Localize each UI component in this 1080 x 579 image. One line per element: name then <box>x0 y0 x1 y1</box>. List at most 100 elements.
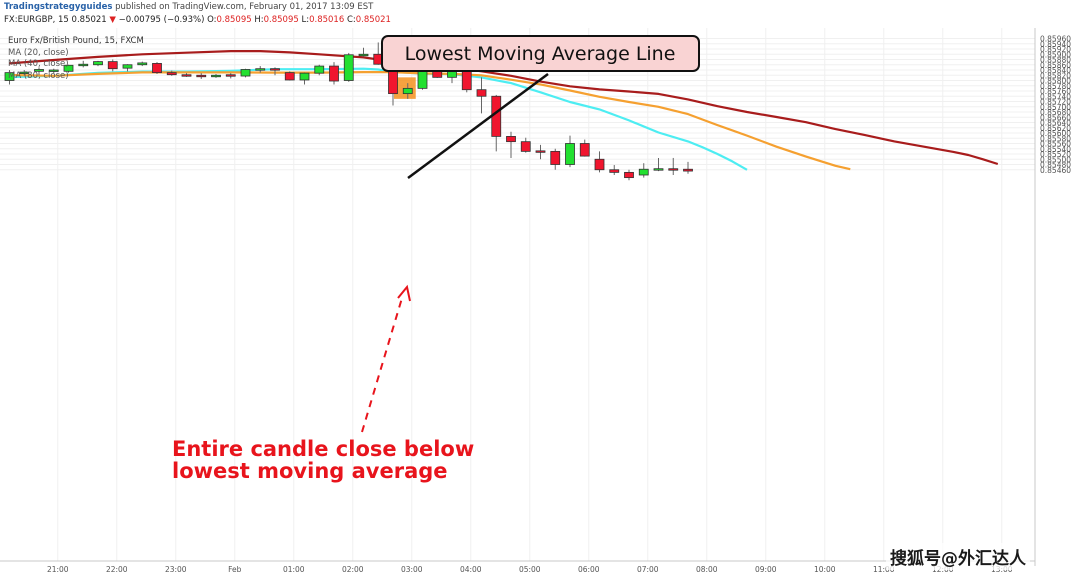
time-axis-ticks[interactable]: 21:00 22:00 23:00 Feb 01:00 02:00 03:00 04:00 05… <box>47 565 1013 574</box>
callout-pointer-line <box>407 72 549 180</box>
price-axis-ticks: 0.859600.859400.859200.859000.858800.858… <box>1040 35 1071 175</box>
candle-body-down <box>683 168 693 172</box>
price-tick-label: 0.85820 <box>1040 71 1071 80</box>
candle-body-down <box>476 89 487 97</box>
published-text: published on TradingView.com, February 0… <box>115 2 374 12</box>
candle-body-up <box>402 87 413 95</box>
price-change: −0.00795 (−0.93%) <box>118 15 205 25</box>
price-tick-label: 0.85840 <box>1040 66 1071 75</box>
candle-body-up <box>4 72 15 81</box>
candle-body-down <box>668 168 679 171</box>
candle-body-up <box>137 62 148 66</box>
time-tick-label: 23:00 <box>165 565 187 574</box>
candle-body-down <box>579 143 590 157</box>
annotation-line-2: lowest moving average <box>172 459 448 483</box>
time-tick-label: 05:00 <box>519 565 541 574</box>
candle-body-up <box>19 71 30 74</box>
time-tick-label: 02:00 <box>342 565 364 574</box>
time-tick-label: Feb <box>228 565 242 574</box>
time-tick-label: 10:00 <box>814 565 836 574</box>
watermark: 搜狐号@外汇达人 <box>886 543 1030 570</box>
callout-label: Lowest Moving Average Line <box>405 43 676 65</box>
price-tick-label: 0.85460 <box>1040 166 1071 175</box>
ohlc-high-label: H: <box>254 15 264 25</box>
candle-body-down <box>181 74 192 77</box>
candle-body-down <box>166 72 177 76</box>
candle-body-down <box>461 69 472 91</box>
plot-area <box>0 28 1035 561</box>
price-tick-label: 0.85880 <box>1040 56 1071 65</box>
price-tick-label: 0.85520 <box>1040 150 1071 159</box>
ohlc-close: 0.85021 <box>355 15 391 25</box>
publish-info: Tradingstrategyguides published on Tradi… <box>4 2 373 12</box>
candle-body-up <box>343 54 354 81</box>
price-tick-label: 0.85720 <box>1040 98 1071 107</box>
last-price: 0.85021 <box>71 15 107 25</box>
price-tick-label: 0.85480 <box>1040 161 1071 170</box>
chart-header: Tradingstrategyguides published on Tradi… <box>0 0 1080 28</box>
candle-body-up <box>78 63 89 67</box>
candle-body-down <box>196 74 207 78</box>
candle-body-down <box>550 150 561 165</box>
ohlc-open-label: O: <box>207 15 217 25</box>
time-tick-label: 04:00 <box>460 565 482 574</box>
price-tick-label: 0.85680 <box>1040 108 1071 117</box>
legend-symbol-title[interactable]: Euro Fx/British Pound, 15, FXCM <box>8 36 144 46</box>
legend-ma40[interactable]: MA (40, close) <box>8 59 69 69</box>
down-arrow-icon: ▼ <box>109 15 116 25</box>
ma40-line <box>9 71 851 171</box>
candle-body-up <box>48 69 59 72</box>
price-tick-label: 0.85640 <box>1040 119 1071 128</box>
publisher-name[interactable]: Tradingstrategyguides <box>4 2 113 12</box>
candle-body-down <box>506 136 516 143</box>
price-axis[interactable] <box>1035 28 1080 568</box>
ohlc-open: 0.85095 <box>216 15 252 25</box>
price-tick-label: 0.85860 <box>1040 61 1071 70</box>
time-tick-label: 11:00 <box>873 565 895 574</box>
price-tick-label: 0.85780 <box>1040 82 1071 91</box>
candle-body-up <box>34 69 44 72</box>
time-tick-label: 21:00 <box>47 565 69 574</box>
legend-ma80[interactable]: MA (80, close) <box>8 70 69 81</box>
ohlc-low-label: L: <box>301 15 310 25</box>
symbol-info: FX:EURGBP, 15 <box>4 15 69 25</box>
price-tick-label: 0.85760 <box>1040 87 1071 96</box>
price-tick-label: 0.85920 <box>1040 45 1071 54</box>
price-tick-label: 0.85940 <box>1040 40 1071 49</box>
candle-body-down <box>152 63 162 74</box>
candle-body-up <box>638 168 649 176</box>
ohlc-high: 0.85095 <box>263 15 299 25</box>
candle-body-down <box>225 74 236 77</box>
candle-body-down <box>284 72 295 81</box>
callout-box <box>381 35 700 72</box>
candle-body-down <box>609 169 620 173</box>
price-tick-label: 0.85800 <box>1040 77 1071 86</box>
price-tick-label: 0.85500 <box>1040 155 1071 164</box>
legend-ma20[interactable]: MA (20, close) <box>8 47 69 58</box>
price-tick-label: 0.85540 <box>1040 145 1071 154</box>
candle-body-up <box>63 64 74 72</box>
price-tick-label: 0.85620 <box>1040 124 1071 133</box>
candle-body-down <box>520 141 531 152</box>
time-tick-label: 06:00 <box>578 565 600 574</box>
time-tick-label: 01:00 <box>283 565 305 574</box>
price-tick-label: 0.85700 <box>1040 103 1071 112</box>
price-tick-label: 0.85900 <box>1040 50 1071 59</box>
time-tick-label: 09:00 <box>755 565 777 574</box>
candle-body-down <box>107 61 118 70</box>
candle-body-down <box>624 171 634 179</box>
arrow-head-icon <box>397 284 411 302</box>
candle-body-up <box>211 74 221 78</box>
ohlc-low: 0.85016 <box>309 15 345 25</box>
candle-body-up <box>653 168 664 171</box>
symbol-quote: FX:EURGBP, 15 0.85021 ▼ −0.00795 (−0.93%… <box>4 15 391 25</box>
candle-body-up <box>314 65 325 74</box>
chart-legend: Euro Fx/British Pound, 15, FXCM MA (20, … <box>8 36 144 82</box>
candle-body-up <box>255 68 266 71</box>
price-tick-label: 0.85600 <box>1040 129 1071 138</box>
candle-body-up <box>358 53 369 57</box>
time-tick-label: 22:00 <box>106 565 128 574</box>
time-tick-label: 07:00 <box>637 565 659 574</box>
candle-body-up <box>122 64 133 69</box>
